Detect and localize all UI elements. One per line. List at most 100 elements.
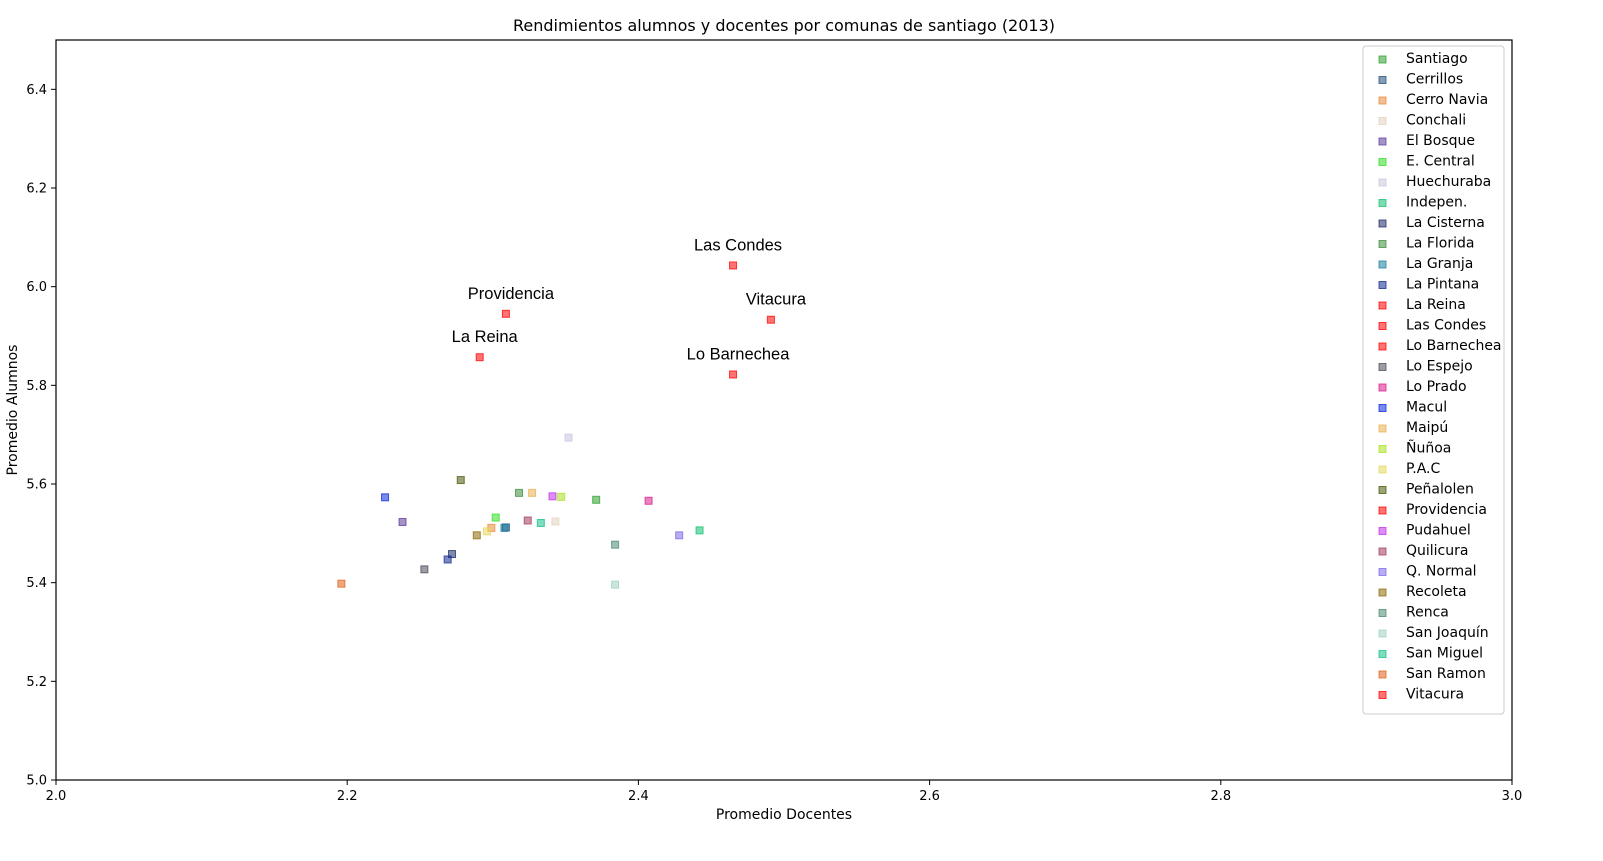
data-point bbox=[501, 309, 510, 318]
legend-entry: Peñalolen bbox=[1406, 482, 1474, 498]
legend-marker bbox=[1378, 568, 1387, 576]
y-tick-label: 5.8 bbox=[26, 379, 47, 394]
legend-entry: Macul bbox=[1406, 400, 1447, 416]
legend-entry: Pudahuel bbox=[1406, 523, 1471, 539]
data-points bbox=[337, 261, 775, 589]
legend-entry: La Pintana bbox=[1406, 277, 1479, 293]
data-point bbox=[528, 488, 537, 497]
y-tick-label: 5.2 bbox=[26, 675, 47, 690]
data-point bbox=[611, 540, 620, 549]
legend-marker bbox=[1378, 260, 1387, 269]
data-point bbox=[482, 527, 491, 536]
legend-entry: E. Central bbox=[1406, 154, 1475, 170]
legend-entry: Cerrillos bbox=[1406, 72, 1463, 88]
legend-marker bbox=[1378, 670, 1387, 679]
legend-marker bbox=[1378, 424, 1387, 433]
legend-entry: Indepen. bbox=[1406, 195, 1467, 211]
legend-marker bbox=[1378, 691, 1387, 699]
legend-marker bbox=[1378, 301, 1387, 310]
legend: Santiago Cerrillos Cerro Navia Conchali El B… bbox=[1362, 45, 1505, 715]
x-tick-label: 2.4 bbox=[628, 789, 649, 804]
data-point bbox=[515, 488, 524, 497]
data-point bbox=[695, 526, 704, 535]
legend-entry: Las Condes bbox=[1406, 318, 1486, 334]
y-axis-label: Promedio Alumnos bbox=[5, 345, 21, 476]
data-point bbox=[456, 476, 465, 485]
data-point bbox=[551, 517, 560, 526]
data-point bbox=[548, 492, 557, 501]
legend-marker bbox=[1378, 178, 1387, 187]
legend-entry: Lo Espejo bbox=[1406, 359, 1473, 375]
y-tick-label: 5.4 bbox=[26, 576, 47, 591]
legend-marker bbox=[1378, 342, 1387, 351]
legend-marker bbox=[1378, 240, 1387, 248]
legend-marker bbox=[1378, 527, 1387, 535]
legend-entry: Recoleta bbox=[1406, 584, 1467, 600]
y-tick-label: 6.0 bbox=[26, 280, 47, 295]
x-axis: 2.0 2.2 2.4 2.6 2.8 3.0 bbox=[46, 780, 1523, 804]
legend-entry: Q. Normal bbox=[1406, 564, 1477, 580]
legend-marker bbox=[1378, 117, 1387, 125]
plot-frame bbox=[55, 39, 1513, 781]
legend-entry: P.A.C bbox=[1406, 461, 1440, 477]
y-tick-label: 5.6 bbox=[26, 478, 47, 493]
legend-entry: Quilicura bbox=[1406, 543, 1468, 559]
legend-marker bbox=[1378, 650, 1387, 658]
y-tick-label: 5.0 bbox=[26, 774, 47, 789]
legend-entry: La Reina bbox=[1406, 297, 1466, 313]
data-point bbox=[766, 315, 775, 324]
x-tick-label: 2.0 bbox=[46, 789, 67, 804]
legend-marker bbox=[1378, 547, 1387, 556]
legend-marker bbox=[1378, 465, 1387, 474]
data-point bbox=[536, 518, 545, 527]
data-point bbox=[381, 493, 390, 502]
legend-marker bbox=[1378, 629, 1387, 638]
legend-entry: Santiago bbox=[1406, 51, 1468, 67]
legend-marker bbox=[1378, 506, 1387, 515]
x-tick-label: 3.0 bbox=[1502, 789, 1523, 804]
legend-marker bbox=[1378, 588, 1387, 597]
data-point bbox=[448, 550, 457, 559]
plot-area bbox=[55, 39, 1513, 781]
annotation-label: Vitacura bbox=[746, 291, 807, 309]
legend-entry: Cerro Navia bbox=[1406, 92, 1488, 108]
annotation-label: Lo Barnechea bbox=[687, 345, 791, 363]
legend-entry: Huechuraba bbox=[1406, 174, 1491, 190]
legend-entry: Renca bbox=[1406, 605, 1449, 621]
legend-entry: Vitacura bbox=[1406, 687, 1464, 703]
data-point bbox=[611, 580, 620, 589]
legend-entry: Ñuñoa bbox=[1406, 440, 1451, 457]
data-point bbox=[675, 531, 684, 540]
legend-entry: San Miguel bbox=[1406, 646, 1483, 662]
annotation-label: La Reina bbox=[452, 328, 519, 346]
legend-marker bbox=[1378, 383, 1387, 392]
chart-title: Rendimientos alumnos y docentes por comu… bbox=[513, 16, 1055, 35]
legend-entry: Providencia bbox=[1406, 502, 1487, 518]
x-axis-label: Promedio Docentes bbox=[716, 807, 852, 823]
point-annotations: Las Condes Providencia Vitacura La Reina Lo … bbox=[452, 236, 807, 363]
legend-marker bbox=[1378, 158, 1387, 166]
legend-marker bbox=[1378, 76, 1387, 84]
legend-marker bbox=[1378, 199, 1387, 207]
data-point bbox=[398, 517, 407, 526]
legend-entry: Conchali bbox=[1406, 113, 1466, 129]
x-tick-label: 2.2 bbox=[337, 789, 358, 804]
legend-entry: Maipú bbox=[1406, 420, 1448, 436]
y-axis: 5.0 5.2 5.4 5.6 5.8 6.0 6.2 6.4 bbox=[26, 83, 56, 789]
data-point bbox=[564, 433, 573, 442]
legend-marker bbox=[1378, 404, 1387, 412]
annotation-label: Providencia bbox=[468, 285, 555, 303]
annotation-label: Las Condes bbox=[694, 236, 782, 254]
data-point bbox=[337, 579, 346, 588]
legend-box bbox=[1362, 45, 1505, 715]
legend-entry: El Bosque bbox=[1406, 133, 1475, 149]
data-point bbox=[592, 495, 601, 504]
data-point bbox=[729, 261, 738, 270]
legend-entry: San Joaquín bbox=[1406, 625, 1489, 641]
legend-marker bbox=[1378, 363, 1387, 371]
legend-marker bbox=[1378, 609, 1387, 617]
y-tick-label: 6.2 bbox=[26, 182, 47, 197]
data-point bbox=[475, 353, 484, 362]
legend-entry: La Cisterna bbox=[1406, 215, 1485, 231]
